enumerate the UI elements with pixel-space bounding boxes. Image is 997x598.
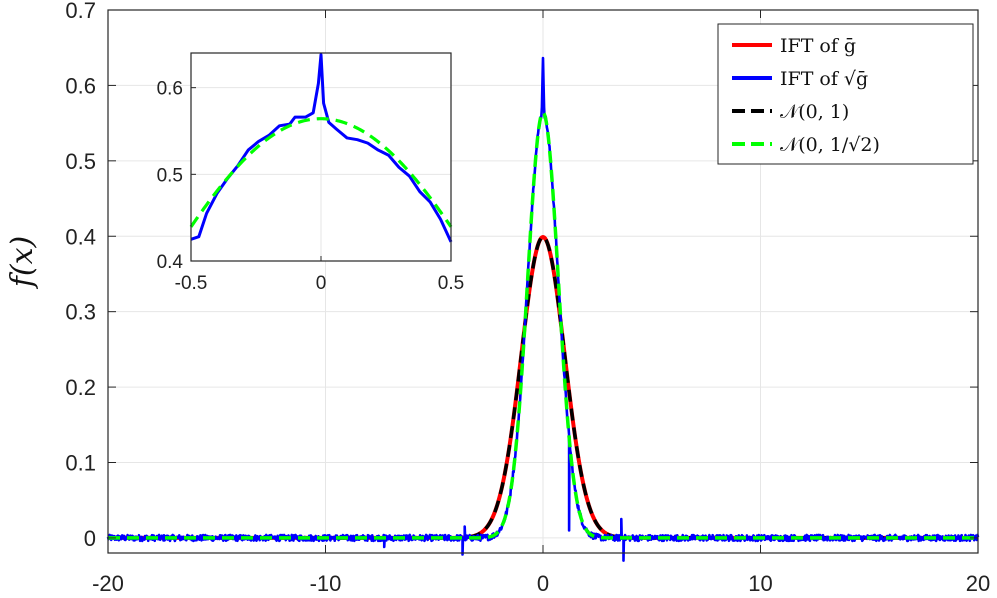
legend: IFT of ḡ IFT of √ḡ 𝒩(0, 1) 𝒩(0, 1/√2): [717, 23, 974, 165]
y-tick-label: 0.7: [65, 0, 96, 23]
y-tick-label: 0: [84, 526, 96, 551]
x-tick-label: -20: [92, 571, 124, 596]
legend-label-3: 𝒩(0, 1/√2): [780, 134, 880, 156]
x-tick-label: 0: [537, 571, 549, 596]
legend-label-0: IFT of ḡ: [780, 35, 856, 57]
legend-label-1: IFT of √ḡ: [780, 68, 868, 90]
x-tick-label: -10: [310, 571, 342, 596]
series-line-3: [107, 110, 979, 540]
y-tick-label: 0.3: [65, 300, 96, 325]
inset-series-line-0: [190, 53, 453, 243]
inset-ticks: [190, 87, 452, 262]
y-tick-label: 0.2: [65, 375, 96, 400]
inset-tick-labels: -0.5 0 0.5 0.4 0.5 0.6: [157, 79, 465, 294]
legend-box: [717, 23, 974, 165]
inset-series: [189, 53, 453, 243]
main-tick-labels: -20 -10 0 10 20 0 0.1 0.2 0.3 0.4 0.5 0.6 0.7: [65, 0, 990, 596]
main-series: [106, 56, 980, 562]
inset-x-tick-label: -0.5: [175, 273, 208, 294]
legend-label-2: 𝒩(0, 1): [780, 101, 849, 123]
x-tick-label: 10: [748, 571, 772, 596]
inset-y-tick-label: 0.4: [157, 252, 184, 273]
y-tick-label: 0.5: [65, 149, 96, 174]
inset-series-line-1: [189, 117, 453, 228]
y-tick-label: 0.4: [65, 224, 96, 249]
inset-y-tick-label: 0.5: [157, 165, 183, 186]
y-tick-label: 0.1: [65, 451, 96, 476]
y-axis-label: f(x): [5, 236, 40, 289]
x-tick-label: 20: [966, 571, 990, 596]
inset-x-tick-label: 0.5: [438, 273, 464, 294]
y-tick-label: 0.6: [65, 73, 96, 98]
main-ticks: [107, 9, 979, 553]
inset-x-tick-label: 0: [316, 273, 327, 294]
inset-y-tick-label: 0.6: [157, 79, 183, 100]
